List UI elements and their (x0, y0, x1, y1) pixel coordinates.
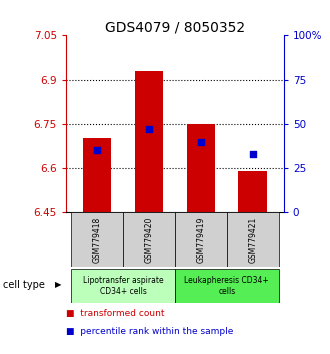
Text: Leukapheresis CD34+
cells: Leukapheresis CD34+ cells (184, 276, 269, 296)
Bar (135, 71, 163, 212)
Bar (71, 212, 123, 267)
Title: GDS4079 / 8050352: GDS4079 / 8050352 (105, 20, 245, 34)
Bar (83, 138, 112, 212)
Text: GSM779418: GSM779418 (93, 217, 102, 263)
Bar (227, 212, 279, 267)
Point (146, 126, 151, 132)
Point (94, 148, 100, 153)
Text: Lipotransfer aspirate
CD34+ cells: Lipotransfer aspirate CD34+ cells (83, 276, 163, 296)
Bar (71, 269, 175, 303)
Bar (238, 171, 267, 212)
Bar (175, 269, 279, 303)
Text: GSM779419: GSM779419 (196, 217, 205, 263)
Text: ■  transformed count: ■ transformed count (66, 309, 164, 318)
Text: ▶: ▶ (54, 280, 61, 290)
Point (198, 139, 204, 144)
Text: GSM779421: GSM779421 (248, 217, 257, 263)
Text: cell type: cell type (3, 280, 45, 290)
Text: GSM779420: GSM779420 (145, 217, 153, 263)
Bar (123, 212, 175, 267)
Bar (186, 124, 215, 212)
Bar (175, 212, 227, 267)
Text: ■  percentile rank within the sample: ■ percentile rank within the sample (66, 327, 233, 336)
Point (250, 151, 255, 157)
